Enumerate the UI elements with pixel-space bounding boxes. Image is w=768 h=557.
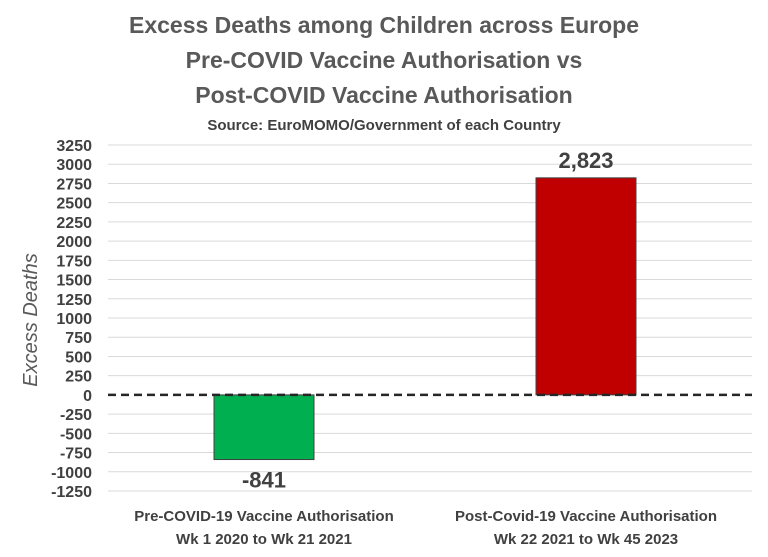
category-label-2-line-1: Post-Covid-19 Vaccine Authorisation xyxy=(455,508,717,525)
y-tick-label: -1250 xyxy=(51,484,92,501)
y-tick-label: 1250 xyxy=(56,292,92,309)
bar-1 xyxy=(213,394,315,461)
y-tick-label: 3000 xyxy=(56,157,92,174)
y-tick-label: -250 xyxy=(60,407,92,424)
y-tick-label: 2750 xyxy=(56,176,92,193)
y-tick-label: 2250 xyxy=(56,215,92,232)
data-label-2: 2,823 xyxy=(558,148,613,173)
y-tick-label: 0 xyxy=(83,388,92,405)
data-labels: -841 2,823 xyxy=(242,148,614,493)
y-axis-ticks: 3250300027502500225020001750150012501000… xyxy=(51,138,92,501)
y-tick-label: 1750 xyxy=(56,253,92,270)
y-tick-label: -750 xyxy=(60,446,92,463)
y-axis-label: Excess Deaths xyxy=(20,253,42,386)
y-tick-label: 750 xyxy=(65,330,92,347)
bars xyxy=(213,177,637,461)
y-tick-label: 250 xyxy=(65,369,92,386)
chart-title-line-2: Pre-COVID Vaccine Authorisation vs xyxy=(185,47,583,73)
y-tick-label: 500 xyxy=(65,349,92,366)
y-tick-label: 2000 xyxy=(56,234,92,251)
category-label-2-line-2: Wk 22 2021 to Wk 45 2023 xyxy=(494,531,678,548)
category-label-1-line-2: Wk 1 2020 to Wk 21 2021 xyxy=(176,531,352,548)
y-tick-label: -1000 xyxy=(51,465,92,482)
y-tick-label: 2500 xyxy=(56,196,92,213)
category-label-1-line-1: Pre-COVID-19 Vaccine Authorisation xyxy=(134,508,394,525)
chart-title-line-3: Post-COVID Vaccine Authorisation xyxy=(195,82,573,108)
bar-2 xyxy=(535,177,637,396)
x-axis-categories: Pre-COVID-19 Vaccine Authorisation Wk 1 2… xyxy=(134,508,717,548)
chart-subtitle: Source: EuroMOMO/Government of each Coun… xyxy=(207,117,561,134)
gridlines xyxy=(108,144,752,492)
y-tick-label: 1000 xyxy=(56,311,92,328)
data-label-1: -841 xyxy=(242,468,286,493)
y-tick-label: -500 xyxy=(60,426,92,443)
y-tick-label: 1500 xyxy=(56,273,92,290)
y-tick-label: 3250 xyxy=(56,138,92,155)
chart-title-line-1: Excess Deaths among Children across Euro… xyxy=(128,12,639,38)
